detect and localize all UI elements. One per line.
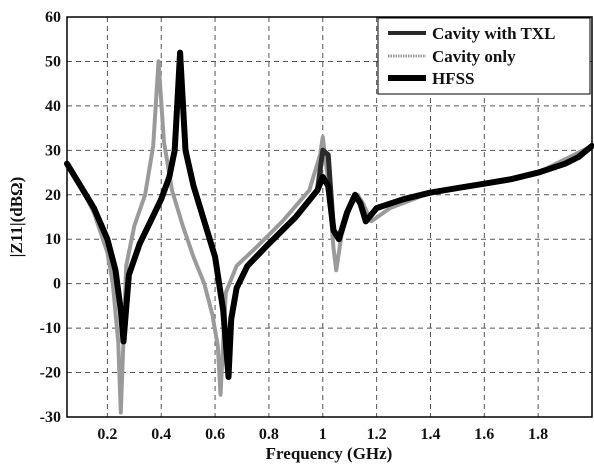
y-tick-label: -20 bbox=[40, 365, 61, 382]
x-tick-label: 1 bbox=[319, 426, 327, 443]
series-line-hfss bbox=[64, 49, 594, 380]
y-tick-label: 40 bbox=[45, 98, 61, 115]
y-tick-label: -10 bbox=[40, 320, 61, 337]
series-group bbox=[64, 49, 594, 415]
legend-label-cavity-only: Cavity only bbox=[432, 47, 516, 66]
x-tick-label: 1.8 bbox=[528, 426, 548, 443]
y-tick-label: 50 bbox=[45, 53, 61, 70]
tick-labels: 0.2 0.4 0.6 0.8 1 1.2 1.4 1.6 1.8 -30 -20 -10 0 10 20 3… bbox=[40, 9, 548, 443]
y-axis-label: |Z11|(dBΩ) bbox=[7, 177, 26, 258]
x-tick-label: 0.2 bbox=[97, 426, 117, 443]
y-tick-label: -30 bbox=[40, 409, 61, 426]
x-tick-label: 0.8 bbox=[259, 426, 279, 443]
x-axis-label: Frequency (GHz) bbox=[266, 444, 393, 463]
x-tick-label: 1.4 bbox=[420, 426, 440, 443]
x-tick-label: 1.6 bbox=[474, 426, 494, 443]
x-tick-label: 0.6 bbox=[205, 426, 225, 443]
y-tick-label: 60 bbox=[45, 9, 61, 26]
y-tick-label: 10 bbox=[45, 231, 61, 248]
x-tick-label: 1.2 bbox=[367, 426, 387, 443]
legend: Cavity with TXL Cavity only HFSS bbox=[377, 17, 591, 95]
x-tick-label: 0.4 bbox=[151, 426, 171, 443]
y-tick-label: 0 bbox=[53, 276, 61, 293]
y-tick-label: 20 bbox=[45, 187, 61, 204]
y-tick-label: 30 bbox=[45, 142, 61, 159]
plot-frame bbox=[66, 16, 593, 418]
legend-label-cavity-with-txl: Cavity with TXL bbox=[432, 24, 555, 43]
legend-label-hfss: HFSS bbox=[432, 69, 475, 88]
